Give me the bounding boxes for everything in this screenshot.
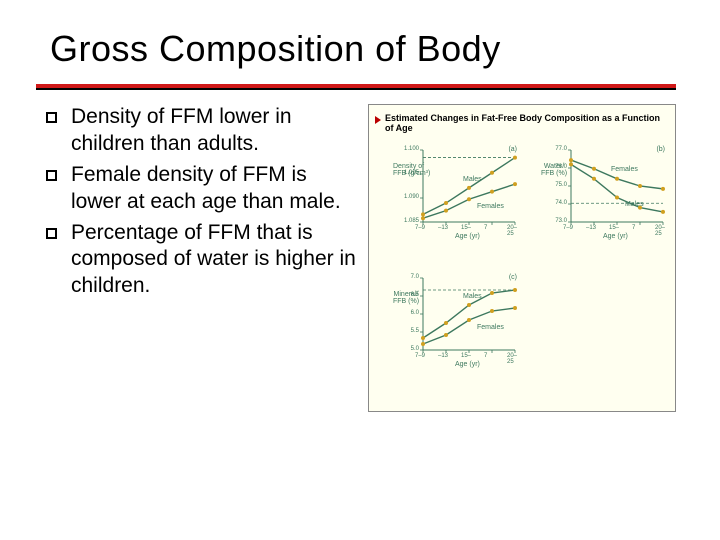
panel-letter: (c) [509, 274, 517, 281]
y-tick: 7.0 [411, 274, 419, 280]
series-label: Females [477, 203, 504, 210]
y-tick: 1.095 [404, 170, 419, 176]
panel-letter: (b) [656, 146, 665, 153]
title-area: Gross Composition of Body [0, 0, 720, 78]
y-tick: 73.0 [555, 218, 567, 224]
x-tick: 7–9 [415, 225, 425, 231]
bullet-marker [46, 170, 57, 181]
slide: Gross Composition of Body Density of FFM… [0, 0, 720, 540]
x-tick: –13 [586, 225, 596, 231]
x-tick: 7 [484, 353, 487, 359]
y-tick: 6.5 [411, 292, 419, 298]
bullet-marker [46, 112, 57, 123]
y-tick: 5.5 [411, 328, 419, 334]
bullet-text: Female density of FFM is lower at each a… [71, 162, 356, 216]
charts-grid: (a)Density ofFFB (g/cm³)1.1001.0951.0901… [375, 140, 669, 398]
bullet-text: Density of FFM lower in children than ad… [71, 104, 356, 158]
bullet-list: Density of FFM lower in children than ad… [46, 104, 356, 412]
x-tick: 15– [609, 225, 619, 231]
panel-letter: (a) [508, 146, 517, 153]
bullet-text: Percentage of FFM that is composed of wa… [71, 220, 356, 301]
slide-title: Gross Composition of Body [50, 28, 680, 70]
x-tick: 20–25 [507, 353, 521, 365]
x-axis-label: Age (yr) [603, 233, 628, 240]
series-label: Females [477, 324, 504, 331]
chart-c: (c)Mineral/FFB (%)7.06.56.05.55.07–9–131… [395, 272, 521, 370]
y-tick: 5.0 [411, 346, 419, 352]
series-label: Females [611, 166, 638, 173]
y-tick: 74.0 [555, 200, 567, 206]
bullet-item: Percentage of FFM that is composed of wa… [46, 220, 356, 301]
y-tick: 76.0 [555, 164, 567, 170]
x-tick: 15– [461, 225, 471, 231]
x-axis-label: Age (yr) [455, 361, 480, 368]
x-tick: 7–9 [563, 225, 573, 231]
chart-b: (b)Water/FFB (%)77.076.075.074.073.07–9–… [543, 144, 669, 242]
series-label: Males [625, 201, 644, 208]
bullet-item: Density of FFM lower in children than ad… [46, 104, 356, 158]
y-tick: 6.0 [411, 310, 419, 316]
y-tick: 1.090 [404, 194, 419, 200]
figure-title-row: Estimated Changes in Fat-Free Body Compo… [375, 113, 669, 134]
bullet-item: Female density of FFM is lower at each a… [46, 162, 356, 216]
x-tick: 15– [461, 353, 471, 359]
x-tick: 20–25 [655, 225, 669, 237]
figure-title: Estimated Changes in Fat-Free Body Compo… [385, 113, 669, 134]
series-label: Males [463, 293, 482, 300]
y-tick: 77.0 [555, 146, 567, 152]
x-tick: 20–25 [507, 225, 521, 237]
x-axis-label: Age (yr) [455, 233, 480, 240]
y-tick: 1.100 [404, 146, 419, 152]
x-tick: –13 [438, 225, 448, 231]
triangle-icon [375, 116, 381, 124]
x-tick: 7–9 [415, 353, 425, 359]
y-tick: 1.085 [404, 218, 419, 224]
x-tick: 7 [484, 225, 487, 231]
series-label: Males [463, 176, 482, 183]
chart-a: (a)Density ofFFB (g/cm³)1.1001.0951.0901… [395, 144, 521, 242]
x-tick: –13 [438, 353, 448, 359]
bullet-marker [46, 228, 57, 239]
content-row: Density of FFM lower in children than ad… [0, 90, 720, 412]
x-tick: 7 [632, 225, 635, 231]
figure-panel: Estimated Changes in Fat-Free Body Compo… [368, 104, 676, 412]
y-tick: 75.0 [555, 182, 567, 188]
